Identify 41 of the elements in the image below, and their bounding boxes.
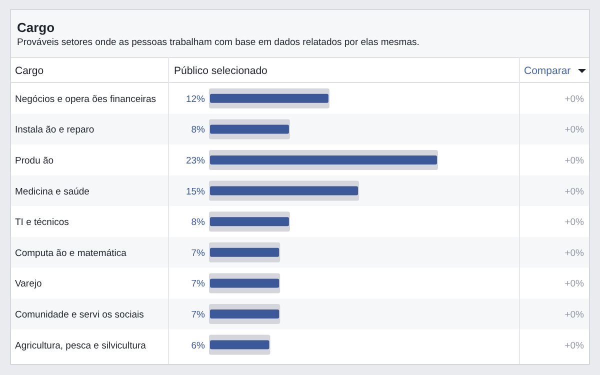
data-label: 7% xyxy=(191,248,206,259)
data-label: 8% xyxy=(191,124,206,136)
bar xyxy=(210,248,280,257)
y-tick-label: Comunidade e servi os sociais xyxy=(15,310,144,320)
data-label: 23% xyxy=(186,156,206,166)
bar xyxy=(210,278,280,288)
data-label: 15% xyxy=(186,186,206,198)
text: Cargo xyxy=(17,20,55,35)
y-tick-label: Agricultura, pesca e silvicultura xyxy=(15,340,147,352)
text: +0% xyxy=(564,94,585,105)
bar xyxy=(210,340,270,350)
bar xyxy=(210,94,328,103)
bar xyxy=(210,217,289,226)
y-tick-label: Medicina e saúde xyxy=(15,186,90,198)
data-label: 8% xyxy=(191,217,206,228)
y-tick-label: Computa ão e matemática xyxy=(15,248,128,259)
text: +0% xyxy=(564,186,585,198)
data-label: 7% xyxy=(191,310,206,320)
text: +0% xyxy=(564,248,585,259)
chart-subtitle: Prováveis setores onde as pessoas trabalham com base em dados relatados por elas mesmas. xyxy=(17,37,420,48)
y-tick-label: TI e técnicos xyxy=(15,217,70,228)
y-tick-label: Instala ão e reparo xyxy=(15,124,94,136)
bar xyxy=(210,124,289,134)
text: +0% xyxy=(564,310,585,320)
text: +0% xyxy=(564,278,585,290)
y-tick-label: Negócios e opera ões financeiras xyxy=(15,94,156,105)
data-label: 7% xyxy=(191,278,206,290)
text: +0% xyxy=(564,217,585,228)
text: +0% xyxy=(564,156,585,166)
text: +0% xyxy=(564,340,585,352)
bar xyxy=(210,186,358,196)
data-label: 12% xyxy=(186,94,206,105)
y-tick-label: Produ ão xyxy=(15,156,54,166)
y-axis-title: Cargo xyxy=(15,65,44,77)
data-label: 6% xyxy=(191,340,206,352)
bar xyxy=(210,156,437,164)
x-axis-title: Público selecionado xyxy=(174,65,268,77)
text: +0% xyxy=(564,124,585,136)
bar xyxy=(210,310,280,318)
y-tick-label: Varejo xyxy=(15,278,42,290)
text: Comparar xyxy=(524,65,572,77)
